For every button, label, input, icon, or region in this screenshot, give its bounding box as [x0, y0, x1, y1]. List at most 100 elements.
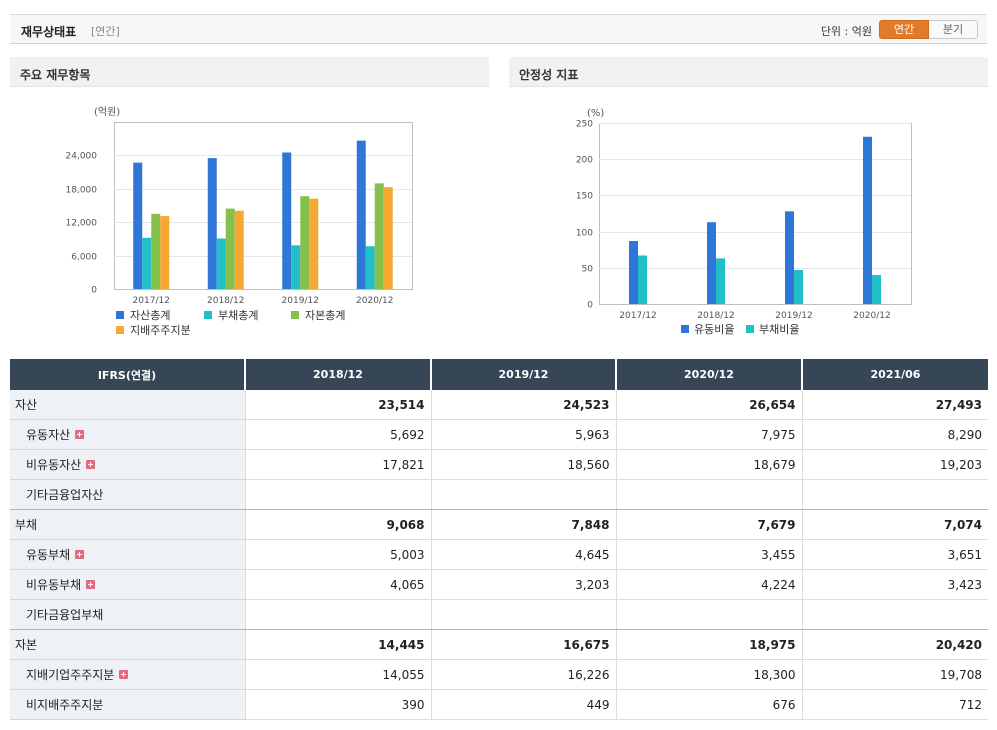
value-cell: 7,679 — [615, 509, 802, 540]
row-label: 비유동부채 — [26, 578, 82, 592]
value-cell: 712 — [801, 689, 988, 720]
value-cell: 24,523 — [430, 390, 616, 420]
legend-label: 유동비율 — [694, 323, 734, 336]
value-cell — [430, 479, 616, 510]
value-cell: 3,423 — [801, 569, 988, 600]
table-row: 비지배주주지분 390 449 676 712 — [10, 689, 988, 720]
bar — [234, 210, 244, 289]
row-label-cell: 유동부채 — [10, 539, 245, 570]
value-cell: 14,055 — [244, 659, 431, 690]
table-row: 유동자산 5,692 5,963 7,975 8,290 — [10, 419, 988, 450]
row-label: 비유동자산 — [26, 458, 82, 472]
quarter-toggle-button[interactable]: 분기 — [929, 20, 978, 39]
stability-panel: 안정성 지표 0 50 100 150 200 250 (%) 2017/12 2018/12 2… — [509, 57, 988, 357]
bar — [794, 269, 803, 304]
expand-icon[interactable] — [86, 460, 96, 469]
row-label-cell: 비유동자산 — [10, 449, 245, 480]
y-tick-label: 18,000 — [66, 186, 98, 196]
row-label-cell: 부채 — [10, 509, 245, 540]
legend-label: 자본총계 — [305, 309, 345, 322]
unit-label: 단위 : 억원 — [820, 25, 872, 38]
legend-swatch — [681, 325, 689, 333]
value-cell: 7,074 — [801, 509, 988, 540]
value-cell — [615, 479, 802, 510]
expand-icon[interactable] — [75, 430, 85, 439]
expand-icon[interactable] — [119, 670, 129, 679]
legend-label: 부채비율 — [759, 323, 799, 336]
bar — [216, 238, 226, 289]
expand-icon[interactable] — [75, 550, 85, 559]
row-label-cell: 비유동부채 — [10, 569, 245, 600]
column-header: 2020/12 — [615, 359, 802, 390]
expand-icon[interactable] — [86, 580, 96, 589]
panel-title: 주요 재무항목 — [20, 68, 91, 82]
row-label-cell: 지배기업주주지분 — [10, 659, 245, 690]
x-tick-label: 2018/12 — [207, 296, 244, 306]
value-cell: 5,963 — [430, 419, 616, 450]
value-cell: 4,224 — [615, 569, 802, 600]
x-tick-label: 2019/12 — [775, 311, 812, 321]
legend-label: 지배주주지분 — [130, 324, 191, 337]
value-cell: 18,975 — [615, 629, 802, 660]
column-header: 2021/06 — [801, 359, 988, 390]
key-items-panel: 주요 재무항목 0 6,000 12,000 18,000 24,000 (억원) 2017… — [10, 57, 489, 357]
x-tick-label: 2019/12 — [282, 296, 319, 306]
value-cell: 16,226 — [430, 659, 616, 690]
value-cell: 19,708 — [801, 659, 988, 690]
bar — [863, 136, 872, 304]
value-cell: 676 — [615, 689, 802, 720]
bar — [142, 237, 152, 289]
period-subtitle: [연간] — [91, 25, 120, 38]
y-tick-label: 12,000 — [66, 219, 98, 229]
panel-header — [10, 57, 489, 87]
table-row: 자산 23,514 24,523 26,654 27,493 — [10, 390, 988, 420]
row-label-cell: 기타금융업부채 — [10, 599, 245, 630]
value-cell: 4,065 — [244, 569, 431, 600]
legend-swatch — [116, 311, 124, 319]
y-tick-label: 24,000 — [66, 152, 98, 162]
stability-chart: 0 50 100 150 200 250(%) 2017/12 2018/12 2019/12 2… — [576, 108, 912, 336]
value-cell: 3,455 — [615, 539, 802, 570]
bar — [638, 255, 647, 304]
table-row: 기타금융업부채 — [10, 599, 988, 630]
row-label-cell: 유동자산 — [10, 419, 245, 450]
value-cell: 390 — [244, 689, 431, 720]
x-tick-label: 2017/12 — [619, 311, 656, 321]
legend-swatch — [204, 311, 212, 319]
value-cell: 5,692 — [244, 419, 431, 450]
value-cell: 3,203 — [430, 569, 616, 600]
value-cell: 19,203 — [801, 449, 988, 480]
value-cell: 18,300 — [615, 659, 802, 690]
financial-table: IFRS(연결) 2018/12 2019/12 2020/12 2021/06… — [10, 359, 988, 720]
annual-toggle-button[interactable]: 연간 — [879, 20, 929, 39]
y-tick-label: 50 — [582, 265, 594, 275]
y-tick-label: 200 — [576, 156, 593, 166]
value-cell: 26,654 — [615, 390, 802, 420]
table-row: 부채 9,068 7,848 7,679 7,074 — [10, 509, 988, 540]
table-row: 비유동자산 17,821 18,560 18,679 19,203 — [10, 449, 988, 480]
legend-swatch — [291, 311, 299, 319]
bar — [133, 162, 143, 289]
legend-label: 부채총계 — [218, 309, 258, 322]
value-cell: 23,514 — [244, 390, 431, 420]
row-label-cell: 자본 — [10, 629, 245, 660]
x-tick-label: 2018/12 — [697, 311, 734, 321]
row-label: 유동부채 — [26, 548, 71, 562]
value-cell: 14,445 — [244, 629, 431, 660]
bar — [291, 245, 301, 289]
plot-area — [599, 123, 912, 305]
bar — [356, 140, 366, 289]
table-row: 자본 14,445 16,675 18,975 20,420 — [10, 629, 988, 660]
period-toggle: 연간 분기 — [879, 20, 978, 39]
value-cell: 5,003 — [244, 539, 431, 570]
value-cell — [430, 599, 616, 630]
x-tick-label: 2020/12 — [356, 296, 393, 306]
value-cell — [801, 479, 988, 510]
value-cell: 18,560 — [430, 449, 616, 480]
value-cell: 7,975 — [615, 419, 802, 450]
value-cell: 9,068 — [244, 509, 431, 540]
page-title: 재무상태표 — [21, 25, 77, 39]
y-axis-label: (억원) — [94, 106, 120, 118]
panel-body: 0 6,000 12,000 18,000 24,000 (억원) 2017/12 2018/… — [10, 87, 489, 357]
bar — [872, 275, 881, 304]
